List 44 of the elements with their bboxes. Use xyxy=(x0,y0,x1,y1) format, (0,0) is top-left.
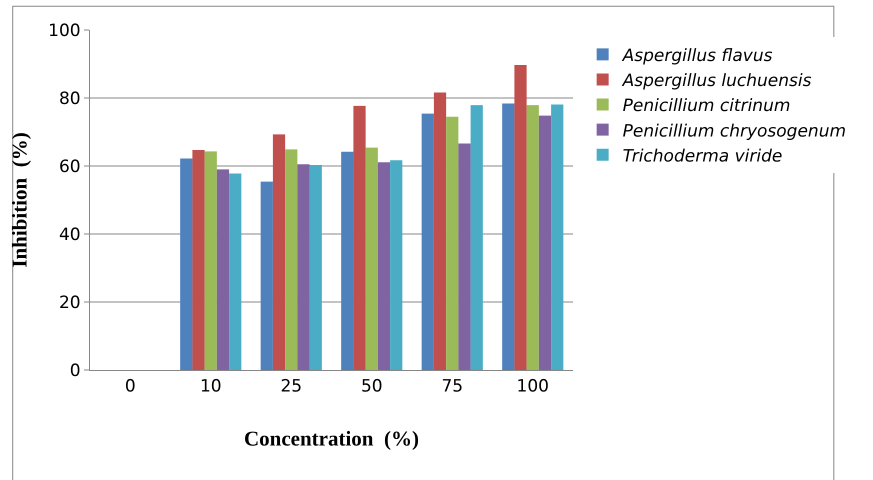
y-axis-title: Inhibition (%) xyxy=(7,132,32,268)
bar xyxy=(526,105,539,370)
y-tick-label: 0 xyxy=(70,360,81,381)
bar xyxy=(180,158,192,370)
bar xyxy=(514,65,527,370)
bar xyxy=(260,182,273,370)
bar xyxy=(192,150,205,370)
bar xyxy=(297,164,310,370)
bar xyxy=(353,106,366,370)
x-tick-label: 100 xyxy=(516,376,549,396)
bar xyxy=(434,92,446,370)
bar xyxy=(422,114,434,370)
bar xyxy=(310,164,322,370)
bar xyxy=(551,104,564,370)
bar xyxy=(204,151,217,370)
x-tick-label: 75 xyxy=(441,376,464,396)
bar xyxy=(378,162,390,370)
bar xyxy=(272,134,286,370)
y-tick-label: 20 xyxy=(58,292,81,313)
legend-label: Penicillium chryosogenum xyxy=(622,121,846,142)
bar xyxy=(502,103,514,370)
bar xyxy=(341,152,354,370)
y-tick-label: 60 xyxy=(58,156,81,177)
bar xyxy=(285,149,298,370)
bar xyxy=(446,116,458,370)
x-tick-label: 50 xyxy=(360,376,383,396)
legend-label: Penicillium citrinum xyxy=(622,96,790,116)
bar xyxy=(216,169,230,370)
x-axis-title: Concentration (%) xyxy=(244,426,419,451)
legend-label: Trichoderma viride xyxy=(622,146,782,166)
x-tick-label: 25 xyxy=(280,376,302,396)
y-tick-label: 100 xyxy=(48,20,81,41)
y-tick-label: 40 xyxy=(58,224,81,245)
x-tick-label: 0 xyxy=(124,376,136,396)
bar xyxy=(470,105,483,370)
legend-label: Aspergillus luchuensis xyxy=(622,71,812,92)
bar xyxy=(458,144,471,370)
legend-label: Aspergillus flavus xyxy=(622,46,773,66)
bar xyxy=(538,116,552,370)
x-tick-label: 10 xyxy=(200,376,222,396)
bar xyxy=(390,160,402,370)
bar xyxy=(366,148,378,370)
y-tick-label: 80 xyxy=(58,88,81,109)
bar xyxy=(229,173,242,370)
